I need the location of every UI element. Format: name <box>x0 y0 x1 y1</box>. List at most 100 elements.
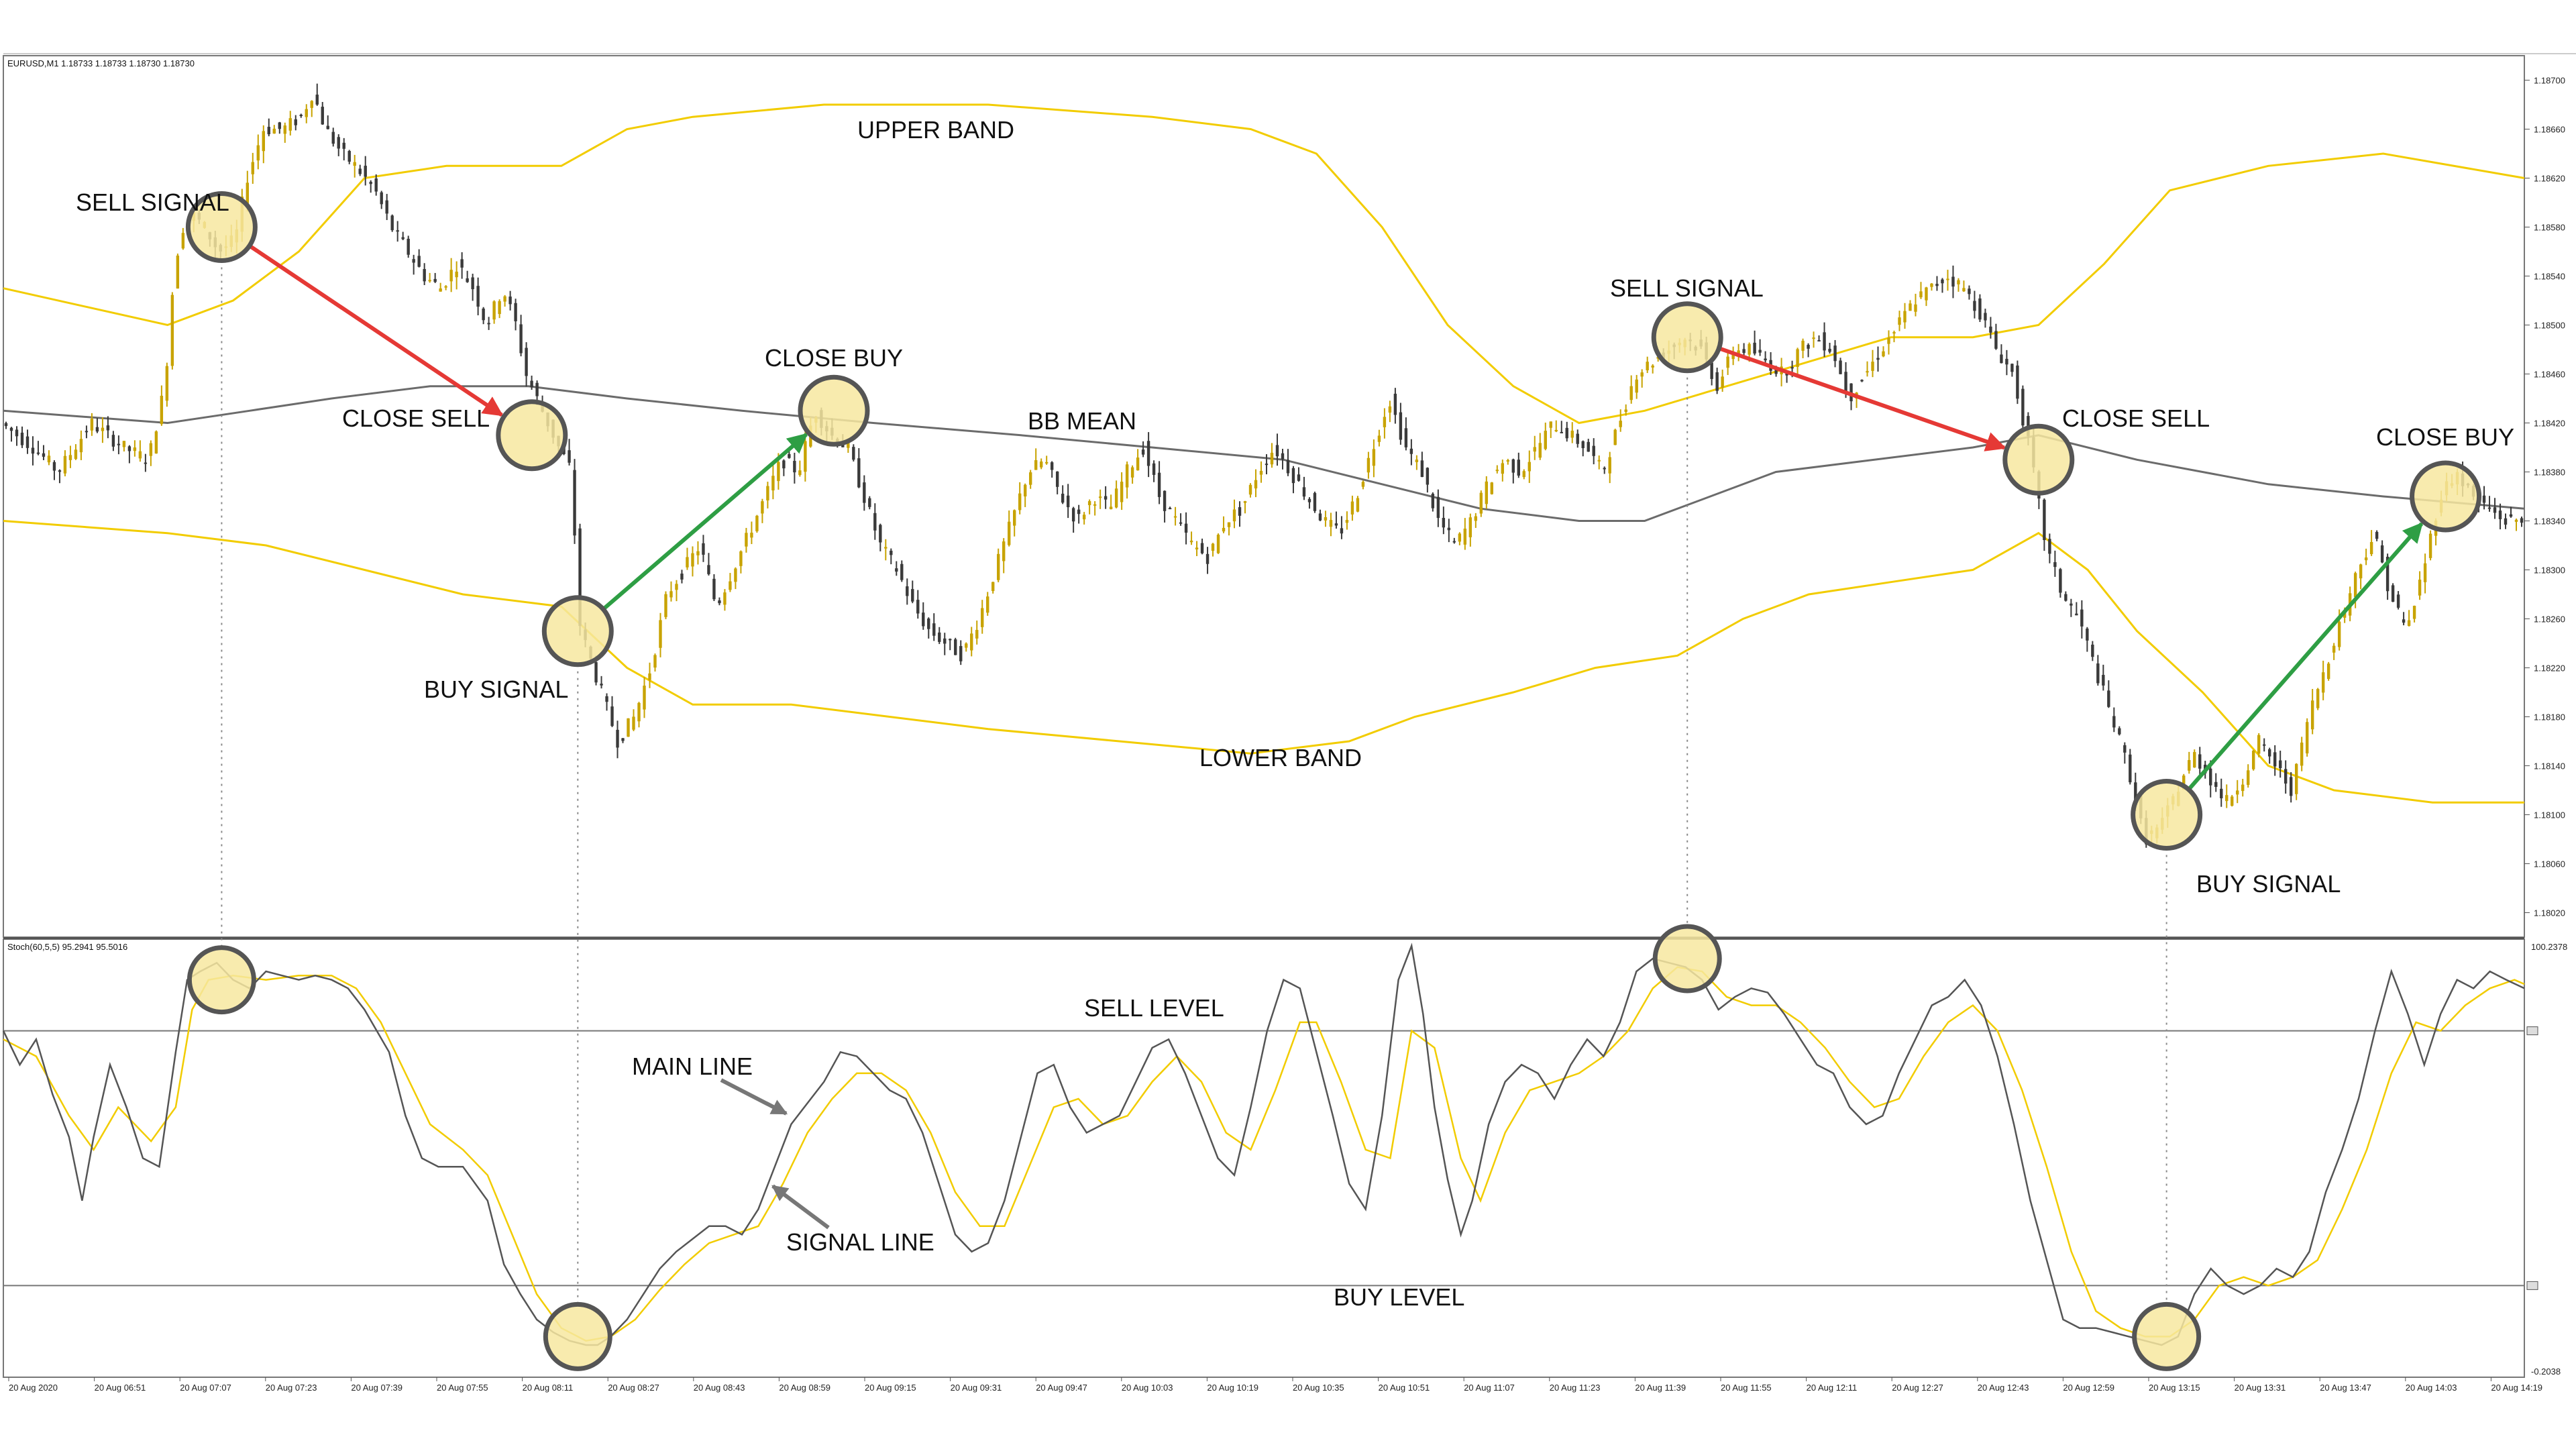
candle <box>52 460 56 480</box>
trade-markers <box>185 191 2482 1371</box>
candle-body <box>176 255 180 289</box>
candle-body <box>2423 563 2427 582</box>
candle-body <box>2043 499 2046 541</box>
candle-body <box>1833 345 1837 362</box>
candle-body <box>1039 461 1043 468</box>
candle <box>2268 747 2271 764</box>
candle <box>1248 483 1252 498</box>
candle <box>900 560 904 582</box>
candle-body <box>2337 621 2341 647</box>
candle <box>1404 417 1408 451</box>
candle-body <box>310 101 313 108</box>
candle-body <box>627 718 630 737</box>
candle <box>1023 483 1027 507</box>
candle <box>20 426 24 448</box>
candle <box>648 662 651 688</box>
time-tick-label: 20 Aug 09:47 <box>1036 1383 1087 1393</box>
candle-body <box>1635 379 1638 393</box>
candle-body <box>2364 557 2368 561</box>
symbol-info: EURUSD,M1 1.18733 1.18733 1.18730 1.1873… <box>7 58 195 68</box>
candle-body <box>1307 498 1311 502</box>
candle-body <box>369 182 372 184</box>
candle <box>1447 519 1451 543</box>
candle <box>798 460 802 477</box>
candle <box>1544 422 1547 451</box>
candle-body <box>1340 528 1344 534</box>
candle-body <box>1329 520 1333 527</box>
candle-body <box>165 366 169 401</box>
candle-body <box>1291 468 1295 484</box>
candle <box>1807 343 1810 358</box>
candle <box>1281 449 1285 470</box>
candle-body <box>1909 303 1912 311</box>
candle-body <box>1501 463 1505 474</box>
candle-body <box>761 501 764 514</box>
candle <box>149 440 153 466</box>
candle <box>1876 346 1880 372</box>
candle-body <box>2380 545 2384 563</box>
candle-body <box>2182 775 2186 790</box>
candle <box>686 547 689 570</box>
candle <box>766 482 769 508</box>
candle-body <box>1157 472 1161 497</box>
candle <box>2284 760 2288 794</box>
candle-body <box>1388 406 1392 413</box>
candle-body <box>981 608 984 627</box>
candle-body <box>412 259 415 263</box>
candle-body <box>868 498 871 507</box>
candle <box>1871 350 1874 378</box>
candle-body <box>9 427 13 431</box>
close-buy-2-label: CLOSE BUY <box>2376 423 2514 451</box>
candle <box>288 111 292 136</box>
candle <box>2375 530 2379 541</box>
candle <box>2252 749 2255 771</box>
candle-body <box>2005 358 2008 365</box>
candle-body <box>2241 784 2245 792</box>
candle-body <box>449 270 453 282</box>
candle <box>1565 421 1568 442</box>
candle <box>407 235 410 258</box>
candle <box>2188 751 2191 774</box>
candle-body <box>922 612 925 627</box>
candle <box>659 612 662 657</box>
candle-body <box>798 470 802 476</box>
candle-body <box>1522 471 1525 478</box>
indicator-info: Stoch(60,5,5) 95.2941 95.5016 <box>7 942 127 952</box>
candle-body <box>2369 542 2373 555</box>
candle-body <box>997 553 1000 580</box>
candle-body <box>1216 535 1220 553</box>
candle <box>2236 780 2239 804</box>
candle-body <box>659 620 662 648</box>
price-tick-label: 1.18020 <box>2534 908 2565 918</box>
candle <box>1238 501 1242 527</box>
candlesticks <box>4 83 2524 848</box>
candle-body <box>1807 345 1810 349</box>
candle <box>2278 750 2282 778</box>
price-tick-label: 1.18100 <box>2534 810 2565 820</box>
candle <box>47 450 51 466</box>
candle <box>1227 522 1231 536</box>
candle-body <box>1452 541 1456 543</box>
candle-body <box>170 294 174 366</box>
candle-body <box>2332 645 2336 653</box>
candle-body <box>267 127 270 135</box>
candle <box>643 677 646 718</box>
candle <box>2198 747 2202 777</box>
candle-body <box>1871 362 1874 371</box>
candle-body <box>1554 429 1558 432</box>
candle-body <box>1259 470 1263 475</box>
candle-body <box>1973 301 1976 311</box>
candle <box>707 553 710 576</box>
candle-body <box>487 323 490 325</box>
candle <box>1232 499 1236 529</box>
candle-body <box>1420 460 1424 477</box>
candle-body <box>1141 449 1145 455</box>
candle <box>2482 486 2486 510</box>
candle <box>568 439 571 466</box>
candle <box>1350 495 1354 521</box>
candle-body <box>2316 689 2320 708</box>
candle <box>2493 498 2497 519</box>
candle <box>1442 506 1446 535</box>
candle <box>525 342 528 387</box>
candle <box>2263 738 2266 752</box>
